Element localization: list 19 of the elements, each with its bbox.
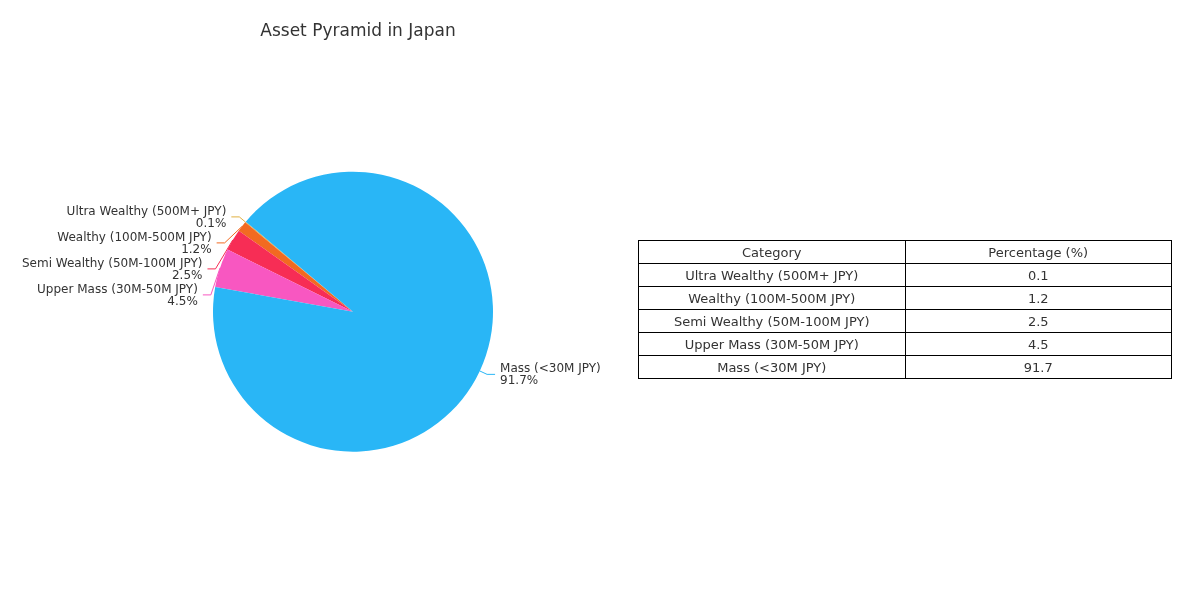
text: Category: [638, 240, 905, 264]
slice-label: Mass (<30M JPY): [500, 361, 601, 376]
category-label: Mass (<30M JPY): [638, 355, 905, 379]
category-label: Upper Mass (30M-50M JPY): [638, 332, 905, 356]
data-label: 91.7: [905, 355, 1172, 379]
slice-label: Ultra Wealthy (500M+ JPY): [66, 203, 227, 218]
chart-title: Asset Pyramid in Japan: [260, 19, 456, 40]
slice-label: Upper Mass (30M-50M JPY): [37, 281, 198, 296]
data-label: 0.1: [905, 263, 1172, 287]
category-label: Wealthy (100M-500M JPY): [638, 286, 905, 310]
data-label: 4.5: [905, 332, 1172, 356]
data-label: 91.7%: [500, 373, 539, 388]
slice-label: Semi Wealthy (50M-100M JPY): [21, 255, 203, 270]
data-label: 1.2: [905, 286, 1172, 310]
category-label: Ultra Wealthy (500M+ JPY): [638, 263, 905, 287]
slice-label: Wealthy (100M-500M JPY): [57, 229, 212, 244]
data-label: 2.5: [905, 309, 1172, 333]
category-label: Semi Wealthy (50M-100M JPY): [638, 309, 905, 333]
text: Percentage (%): [905, 240, 1172, 264]
